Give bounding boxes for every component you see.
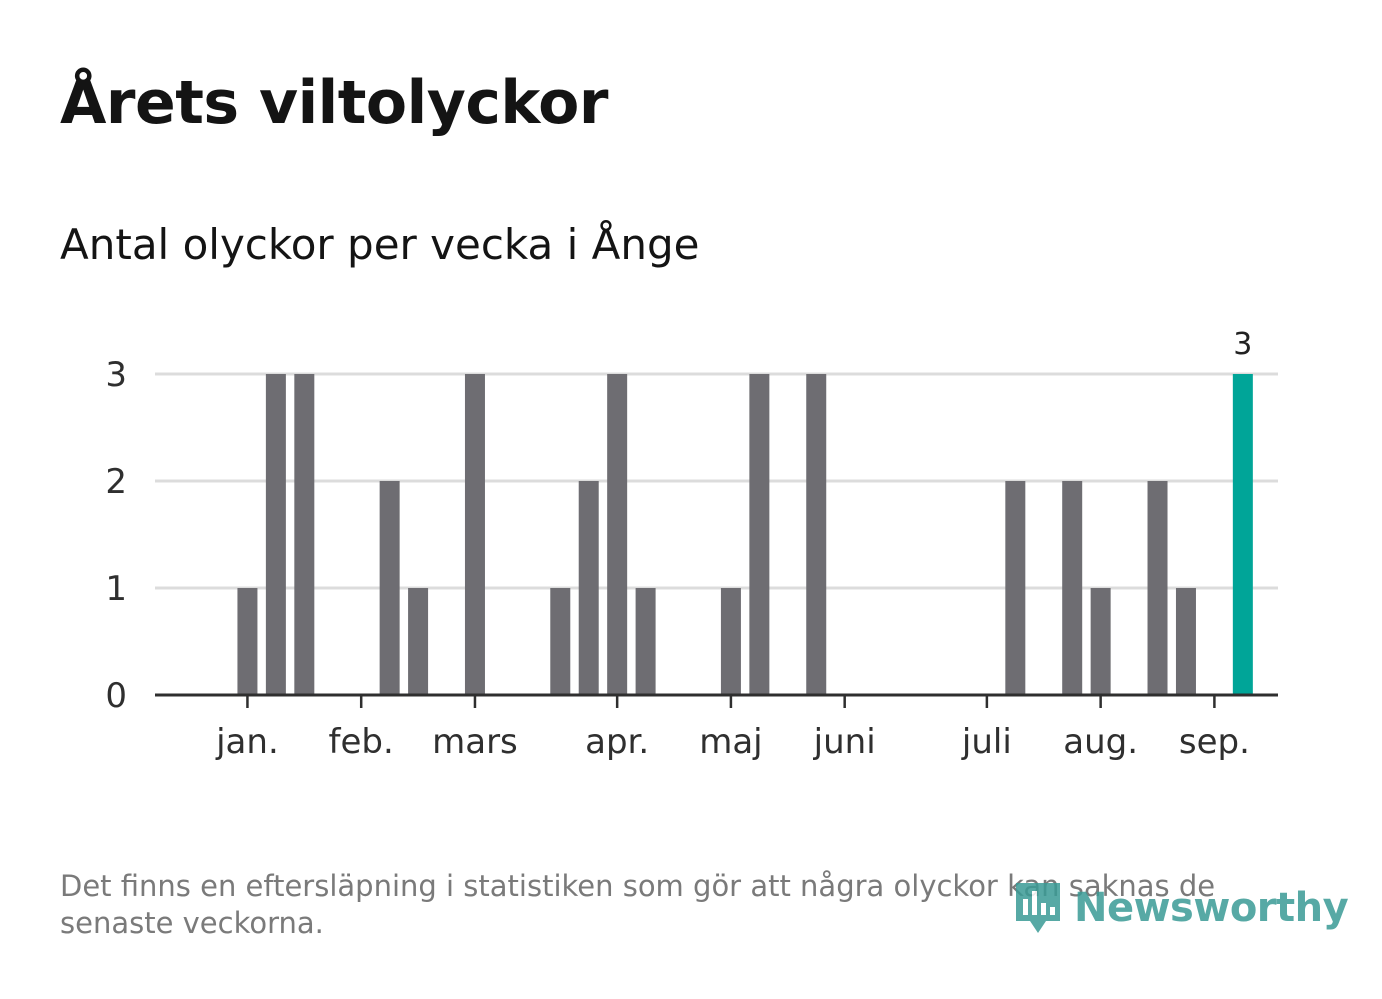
bar <box>1148 481 1168 695</box>
newsworthy-bar-chart-logo-icon <box>1012 877 1064 939</box>
x-tick-label: sep. <box>1179 722 1250 762</box>
bar <box>636 588 656 695</box>
y-tick-label: 0 <box>105 676 127 716</box>
bar <box>749 374 769 695</box>
bar-chart: jan. feb. mars apr. maj juni juli aug. sep. 0 1 2 3… <box>0 0 1382 999</box>
x-tick-label: juli <box>961 722 1012 762</box>
bar <box>607 374 627 695</box>
bar <box>266 374 286 695</box>
bar <box>550 588 570 695</box>
bar <box>380 481 400 695</box>
bars <box>237 374 1252 695</box>
x-tick-label: juni <box>813 722 876 762</box>
bar <box>465 374 485 695</box>
bar <box>294 374 314 695</box>
bar <box>1176 588 1196 695</box>
gridlines <box>155 374 1278 588</box>
x-axis: jan. feb. mars apr. maj juni juli aug. sep. <box>155 695 1278 762</box>
data-labels: 3 <box>1233 327 1252 362</box>
bar <box>237 588 257 695</box>
bar <box>721 588 741 695</box>
y-axis: 0 1 2 3 <box>105 355 127 716</box>
x-tick-label: mars <box>432 722 518 762</box>
newsworthy-logo: Newsworthy <box>1012 876 1348 940</box>
x-tick-label: feb. <box>329 722 394 762</box>
bar <box>1091 588 1111 695</box>
logo-text: Newsworthy <box>1074 885 1348 931</box>
bar <box>1062 481 1082 695</box>
y-tick-label: 3 <box>105 355 127 395</box>
y-tick-label: 1 <box>105 569 127 609</box>
bar <box>806 374 826 695</box>
x-tick-label: apr. <box>585 722 649 762</box>
bar <box>1005 481 1025 695</box>
y-tick-label: 2 <box>105 462 127 502</box>
bar <box>1233 374 1253 695</box>
data-label: 3 <box>1233 327 1252 362</box>
x-tick-label: jan. <box>215 722 279 762</box>
x-tick-label: maj <box>699 722 762 762</box>
bar <box>408 588 428 695</box>
bar <box>579 481 599 695</box>
x-tick-label: aug. <box>1063 722 1138 762</box>
